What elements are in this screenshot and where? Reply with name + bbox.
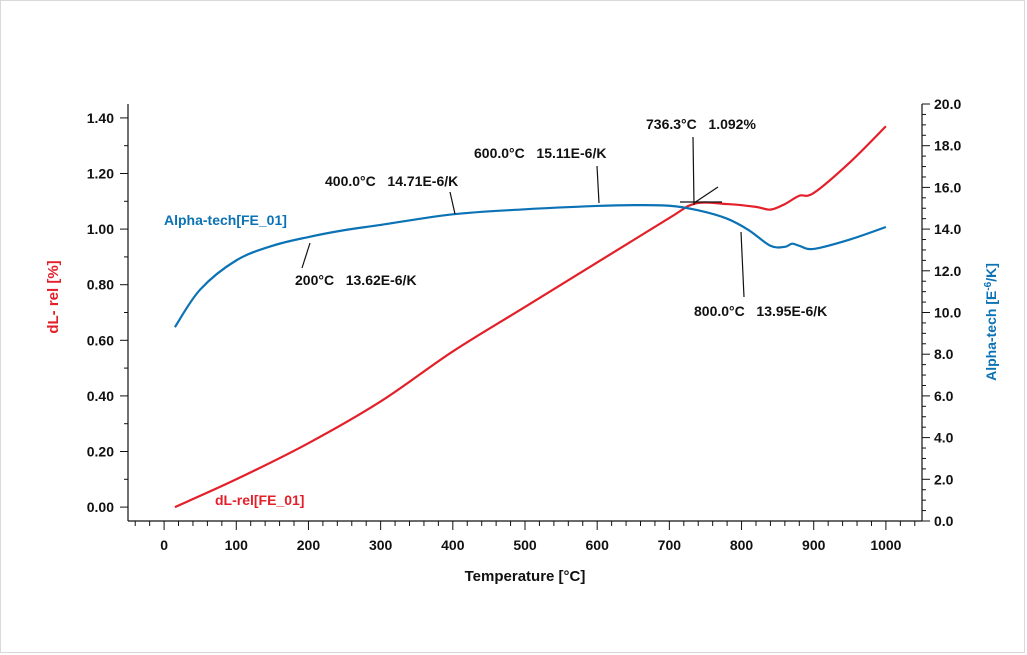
x-tick-label: 1000 — [870, 537, 901, 553]
y-right-tick-label: 14.0 — [934, 221, 961, 237]
x-tick-label: 500 — [513, 537, 537, 553]
y-left-tick-label: 1.20 — [87, 166, 114, 182]
x-tick-label: 200 — [297, 537, 321, 553]
y-left-tick-label: 0.80 — [87, 277, 114, 293]
y-left-tick-label: 0.20 — [87, 444, 114, 460]
annotations: 200°C 13.62E-6/K 400.0°C 14.71E-6/K 600.0°… — [164, 116, 827, 508]
annotation-leader — [692, 136, 695, 206]
series-label: dL-rel[FE_01] — [215, 492, 304, 508]
y-right-tick-label: 6.0 — [934, 388, 954, 404]
annotation-leader — [596, 165, 600, 204]
y-right-tick-label: 18.0 — [934, 138, 961, 154]
series-label: Alpha-tech[FE_01] — [164, 212, 287, 228]
y-right-tick-label: 12.0 — [934, 263, 961, 279]
x-axis-label: Temperature [°C] — [465, 568, 586, 585]
y-right-tick-label: 2.0 — [934, 471, 954, 487]
y-right-tick-label: 0.0 — [934, 513, 954, 529]
y-right-tick-label: 20.0 — [934, 96, 961, 112]
series — [174, 125, 887, 509]
annotation-leader — [740, 231, 745, 298]
annotation-label: 800.0°C 13.95E-6/K — [694, 303, 827, 319]
y-left-tick-label: 1.40 — [87, 110, 114, 126]
y-right-tick-label: 8.0 — [934, 346, 954, 362]
x-tick-label: 700 — [658, 537, 682, 553]
axes — [120, 103, 930, 530]
annotation-leader — [449, 191, 456, 215]
x-tick-label: 600 — [586, 537, 610, 553]
x-tick-label: 0 — [160, 537, 168, 553]
x-tick-label: 900 — [802, 537, 826, 553]
y-left-tick-label: 1.00 — [87, 221, 114, 237]
dl-rel-series-line — [174, 125, 887, 509]
x-tick-label: 100 — [225, 537, 249, 553]
y-right-tick-label: 16.0 — [934, 179, 961, 195]
y-right-tick-label: 10.0 — [934, 305, 961, 321]
annotation-leader — [301, 242, 311, 269]
alpha-tech-series-line — [174, 203, 887, 328]
y-right-tick-label: 4.0 — [934, 430, 954, 446]
annotation-label: 736.3°C 1.092% — [646, 116, 756, 132]
x-tick-label: 400 — [441, 537, 465, 553]
y-left-tick-label: 0.00 — [87, 499, 114, 515]
ticks: 0 100 200 300 400 500 600 700 800 900 1000 0.00 0.20… — [87, 96, 962, 553]
x-tick-label: 800 — [730, 537, 754, 553]
tangent-line — [693, 186, 719, 204]
y-left-tick-label: 0.40 — [87, 388, 114, 404]
y-left-axis-label: dL- rel [%] — [45, 260, 62, 333]
annotation-label: 400.0°C 14.71E-6/K — [325, 173, 458, 189]
y-left-tick-label: 0.60 — [87, 332, 114, 348]
y-right-axis-label: Alpha-tech [E-6/K] — [983, 263, 999, 381]
annotation-label: 600.0°C 15.11E-6/K — [474, 145, 606, 161]
x-tick-label: 300 — [369, 537, 393, 553]
annotation-label: 200°C 13.62E-6/K — [295, 272, 417, 288]
